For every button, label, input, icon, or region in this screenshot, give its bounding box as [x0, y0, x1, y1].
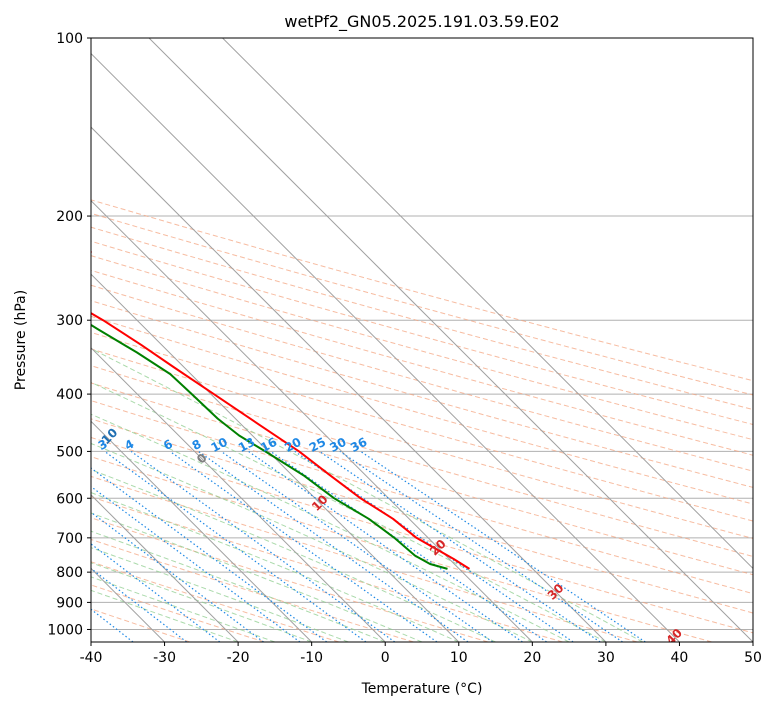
dry-adiabat: [91, 226, 753, 411]
isotherm-line: [91, 199, 533, 642]
x-tick-label: 20: [523, 650, 541, 666]
isotherm-line: [91, 273, 460, 642]
skewed-isotherms: [91, 38, 753, 642]
pressure-gridlines: [91, 38, 753, 630]
isotherm-line: [91, 420, 313, 642]
isotherm-line: [148, 38, 753, 642]
mixing-ratio-label: 25: [307, 435, 328, 455]
isotherm-line: [91, 347, 386, 642]
mixing-ratio-line: [198, 450, 469, 642]
mixing-ratio-label: 30: [327, 435, 348, 455]
x-tick-label: 40: [671, 650, 689, 666]
isotherm-line: [91, 52, 680, 642]
x-tick-label: 0: [381, 650, 390, 666]
dry-adiabat: [91, 212, 753, 396]
mixing-ratio-line: [360, 450, 646, 642]
mixing-ratio-label: 20: [282, 435, 303, 455]
dry-adiabat: [91, 382, 753, 576]
x-tick-label: -20: [227, 650, 250, 666]
y-tick-label: 700: [56, 531, 83, 547]
dewpoint-profile-line: [91, 323, 448, 570]
mixing-ratio-line: [91, 485, 301, 642]
dry-adiabat: [91, 496, 563, 642]
x-tick-label: 30: [597, 650, 615, 666]
x-axis-ticks: -40 -30 -20 -10 0 10 20 30 40 50: [80, 642, 762, 666]
x-tick-label: 10: [450, 650, 468, 666]
mixing-ratio-line: [339, 450, 623, 642]
dry-adiabat: [91, 240, 753, 426]
mixing-ratio-line: [169, 450, 438, 642]
mixing-ratio-line: [220, 450, 494, 642]
y-tick-label: 100: [56, 31, 83, 47]
x-axis-label: Temperature (°C): [361, 681, 483, 697]
mixing-ratio-label: 13: [236, 435, 257, 455]
mixing-ratio-line: [91, 467, 328, 642]
mixing-ratio-line: [91, 567, 187, 642]
y-tick-label: 1000: [47, 622, 83, 638]
dry-adiabat: [91, 365, 753, 557]
moist-adiabat: [91, 530, 386, 642]
sounding-profiles: [91, 249, 471, 570]
moist-adiabat: [91, 381, 607, 642]
x-tick-label: -10: [300, 650, 323, 666]
dry-adiabat: [91, 255, 753, 441]
dry-adiabat: [91, 400, 753, 595]
dry-adiabat: [91, 561, 340, 642]
isotherm-line: [91, 126, 607, 642]
isotherm-line: [91, 494, 239, 642]
mixing-ratio-label: 10: [209, 435, 230, 455]
mixing-ratio-line: [104, 450, 367, 642]
dry-adiabat: [91, 517, 489, 642]
moist-adiabat: [91, 492, 459, 642]
y-tick-label: 800: [56, 565, 83, 581]
y-tick-label: 200: [56, 209, 83, 225]
mixing-ratio-label: 36: [348, 435, 369, 455]
x-tick-label: 50: [744, 650, 762, 666]
y-tick-label: 900: [56, 595, 83, 611]
mixing-ratio-label: 16: [258, 435, 279, 455]
mixing-ratio-line: [91, 511, 264, 642]
chart-title: wetPf2_GN05.2025.191.03.59.E02: [284, 12, 559, 32]
mixing-ratio-labels: 0.10.20.40.611.52346810131620253036: [96, 435, 370, 455]
x-tick-label: -30: [153, 650, 176, 666]
x-tick-label: -40: [80, 650, 103, 666]
dry-adiabat: [91, 331, 753, 522]
y-axis-label: Pressure (hPa): [13, 290, 29, 390]
dry-adiabat: [91, 269, 753, 456]
dry-adiabat: [91, 418, 753, 614]
mixing-ratio-lines: [91, 450, 646, 642]
plot-frame: [90, 37, 754, 643]
y-tick-label: 500: [56, 444, 83, 460]
moist-adiabat: [91, 442, 533, 642]
y-tick-label: 600: [56, 491, 83, 507]
mixing-ratio-line: [319, 450, 601, 642]
plot-area: -100-90-80-70-60-50-40-30-20-10010203040…: [91, 38, 753, 642]
y-tick-label: 300: [56, 313, 83, 329]
dry-adiabat: [91, 199, 753, 382]
y-tick-label: 400: [56, 387, 83, 403]
isotherm-line: [222, 38, 753, 570]
mixing-ratio-line: [91, 543, 221, 642]
y-axis-ticks: 100 200 300 400 500 600 700 800 900 1000: [47, 31, 91, 638]
temperature-profile-line: [91, 249, 471, 570]
